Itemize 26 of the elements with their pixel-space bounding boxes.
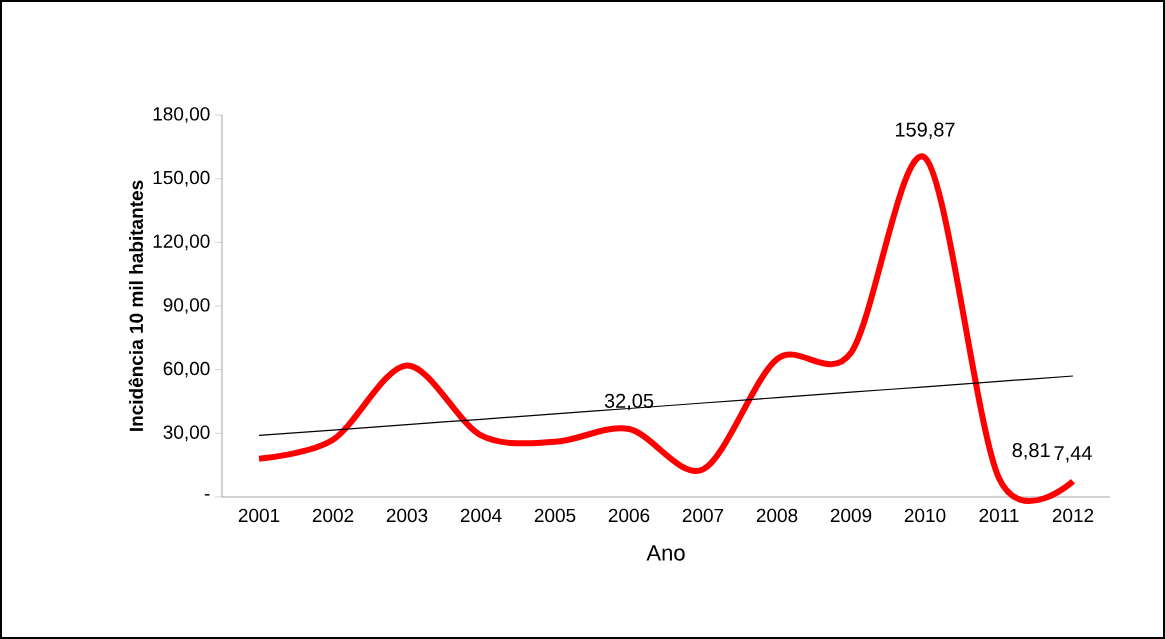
y-tick-label: 60,00: [163, 361, 210, 378]
x-tick-label: 2002: [312, 508, 354, 523]
x-tick-label: 2011: [979, 508, 1019, 523]
x-tick-label: 2012: [1052, 508, 1094, 523]
x-tick-label: 2008: [756, 508, 798, 523]
x-tick-label: 2009: [830, 508, 872, 523]
y-tick-label: 150,00: [153, 170, 210, 187]
y-tick-label: 180,00: [153, 107, 210, 123]
line-series: [258, 375, 1074, 437]
x-axis-title: Ano: [646, 545, 685, 561]
y-tick-label: 30,00: [163, 425, 210, 442]
x-tick-label: 2007: [682, 508, 724, 523]
x-tick-label: 2005: [534, 508, 576, 523]
x-tick-label: 2001: [238, 508, 280, 523]
x-tick-label: 2006: [608, 508, 650, 523]
x-tick-label: 2010: [904, 508, 946, 523]
data-label: 32,05: [604, 393, 654, 411]
data-label: 8,81: [1012, 443, 1050, 460]
y-tick-label: 90,00: [163, 298, 210, 314]
x-tick-label: 2004: [460, 508, 502, 523]
y-tick-label: -: [204, 494, 210, 496]
y-axis-title: Incidência 10 mil habitantes: [128, 180, 144, 431]
data-label: 159,87: [895, 122, 955, 139]
y-tick-label: 120,00: [153, 234, 210, 251]
data-label: 7,44: [1054, 446, 1092, 463]
x-tick-label: 2003: [386, 508, 428, 523]
